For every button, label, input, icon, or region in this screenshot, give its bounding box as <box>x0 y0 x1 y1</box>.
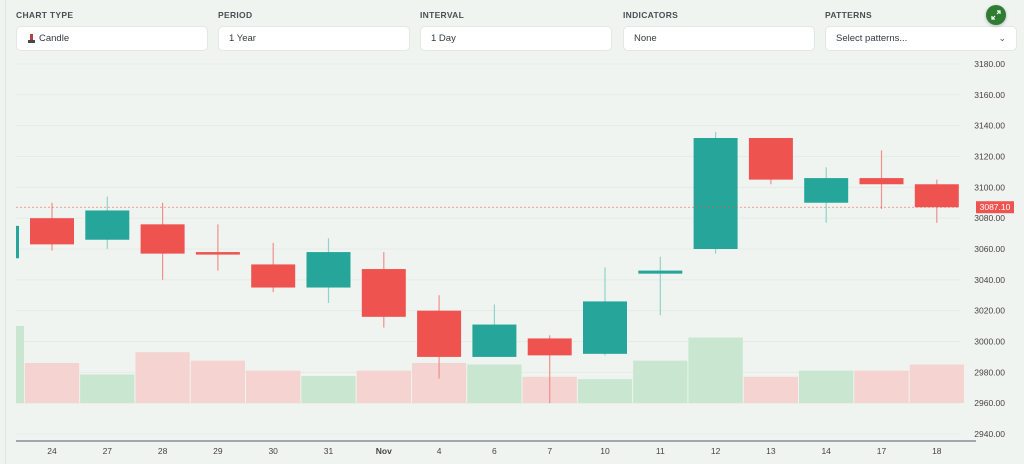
period-select[interactable]: 1 Year <box>218 26 410 51</box>
indicators-value: None <box>634 33 657 44</box>
candles <box>16 131 959 404</box>
svg-text:4: 4 <box>437 446 442 456</box>
chart-type-select[interactable]: Candle <box>16 26 208 51</box>
svg-text:18: 18 <box>932 446 942 456</box>
svg-text:3040.00: 3040.00 <box>974 275 1005 285</box>
svg-text:3140.00: 3140.00 <box>974 121 1005 131</box>
x-axis: 24 27 28 29 30 31 Nov 4 6 7 10 11 12 13 14 17 18 <box>16 440 976 456</box>
svg-text:29: 29 <box>213 446 223 456</box>
patterns-select[interactable]: Select patterns... ⌄ <box>825 26 1017 51</box>
left-border <box>5 0 6 464</box>
expand-icon <box>991 10 1001 20</box>
interval-label: INTERVAL <box>420 10 465 20</box>
svg-text:3087.10: 3087.10 <box>980 202 1011 212</box>
svg-text:24: 24 <box>47 446 57 456</box>
svg-text:7: 7 <box>547 446 552 456</box>
chevron-down-icon: ⌄ <box>998 33 1006 43</box>
svg-text:11: 11 <box>656 446 665 456</box>
svg-text:31: 31 <box>324 446 334 456</box>
interval-control: INTERVAL 1 Day <box>420 10 612 51</box>
indicators-label: INDICATORS <box>623 10 679 20</box>
chart-type-control: CHART TYPE Candle <box>16 10 208 51</box>
chart-type-value: Candle <box>39 33 70 44</box>
svg-text:3020.00: 3020.00 <box>974 306 1005 316</box>
interval-select[interactable]: 1 Day <box>420 26 612 51</box>
svg-text:Nov: Nov <box>376 446 392 456</box>
patterns-placeholder: Select patterns... <box>836 33 908 44</box>
current-price-line: 3087.10 <box>16 201 1014 214</box>
svg-text:17: 17 <box>877 446 887 456</box>
y-axis: 3180.00 3160.00 3140.00 3120.00 3100.00 3080.… <box>974 59 1005 439</box>
svg-text:3180.00: 3180.00 <box>974 59 1005 69</box>
svg-text:3060.00: 3060.00 <box>974 244 1005 254</box>
patterns-control: PATTERNS Select patterns... ⌄ <box>825 10 1017 51</box>
period-control: PERIOD 1 Year <box>218 10 410 51</box>
svg-text:6: 6 <box>492 446 497 456</box>
indicators-select[interactable]: None <box>623 26 815 51</box>
candle-icon <box>27 33 36 44</box>
chart-controls: CHART TYPE Candle PERIOD 1 Year INTERVAL… <box>0 0 1024 56</box>
svg-text:3100.00: 3100.00 <box>974 182 1005 192</box>
chart-type-label: CHART TYPE <box>16 10 74 20</box>
indicators-control: INDICATORS None <box>623 10 815 51</box>
svg-text:3000.00: 3000.00 <box>974 337 1005 347</box>
period-label: PERIOD <box>218 10 253 20</box>
svg-text:3080.00: 3080.00 <box>974 213 1005 223</box>
svg-text:2940.00: 2940.00 <box>974 429 1005 439</box>
svg-text:2980.00: 2980.00 <box>974 367 1005 377</box>
svg-text:13: 13 <box>766 446 776 456</box>
candlestick-chart[interactable]: 3087.10 3180.00 3160.00 3140.00 3120.00 3100… <box>0 56 1024 464</box>
svg-text:28: 28 <box>158 446 168 456</box>
svg-text:30: 30 <box>268 446 278 456</box>
interval-value: 1 Day <box>431 33 456 44</box>
svg-text:3160.00: 3160.00 <box>974 90 1005 100</box>
svg-text:2960.00: 2960.00 <box>974 398 1005 408</box>
svg-text:27: 27 <box>103 446 113 456</box>
svg-text:10: 10 <box>600 446 610 456</box>
patterns-label: PATTERNS <box>825 10 872 20</box>
svg-text:14: 14 <box>821 446 831 456</box>
volume-bars <box>16 326 964 403</box>
svg-text:12: 12 <box>711 446 721 456</box>
svg-text:3120.00: 3120.00 <box>974 152 1005 162</box>
expand-button[interactable] <box>986 5 1006 25</box>
period-value: 1 Year <box>229 33 256 44</box>
